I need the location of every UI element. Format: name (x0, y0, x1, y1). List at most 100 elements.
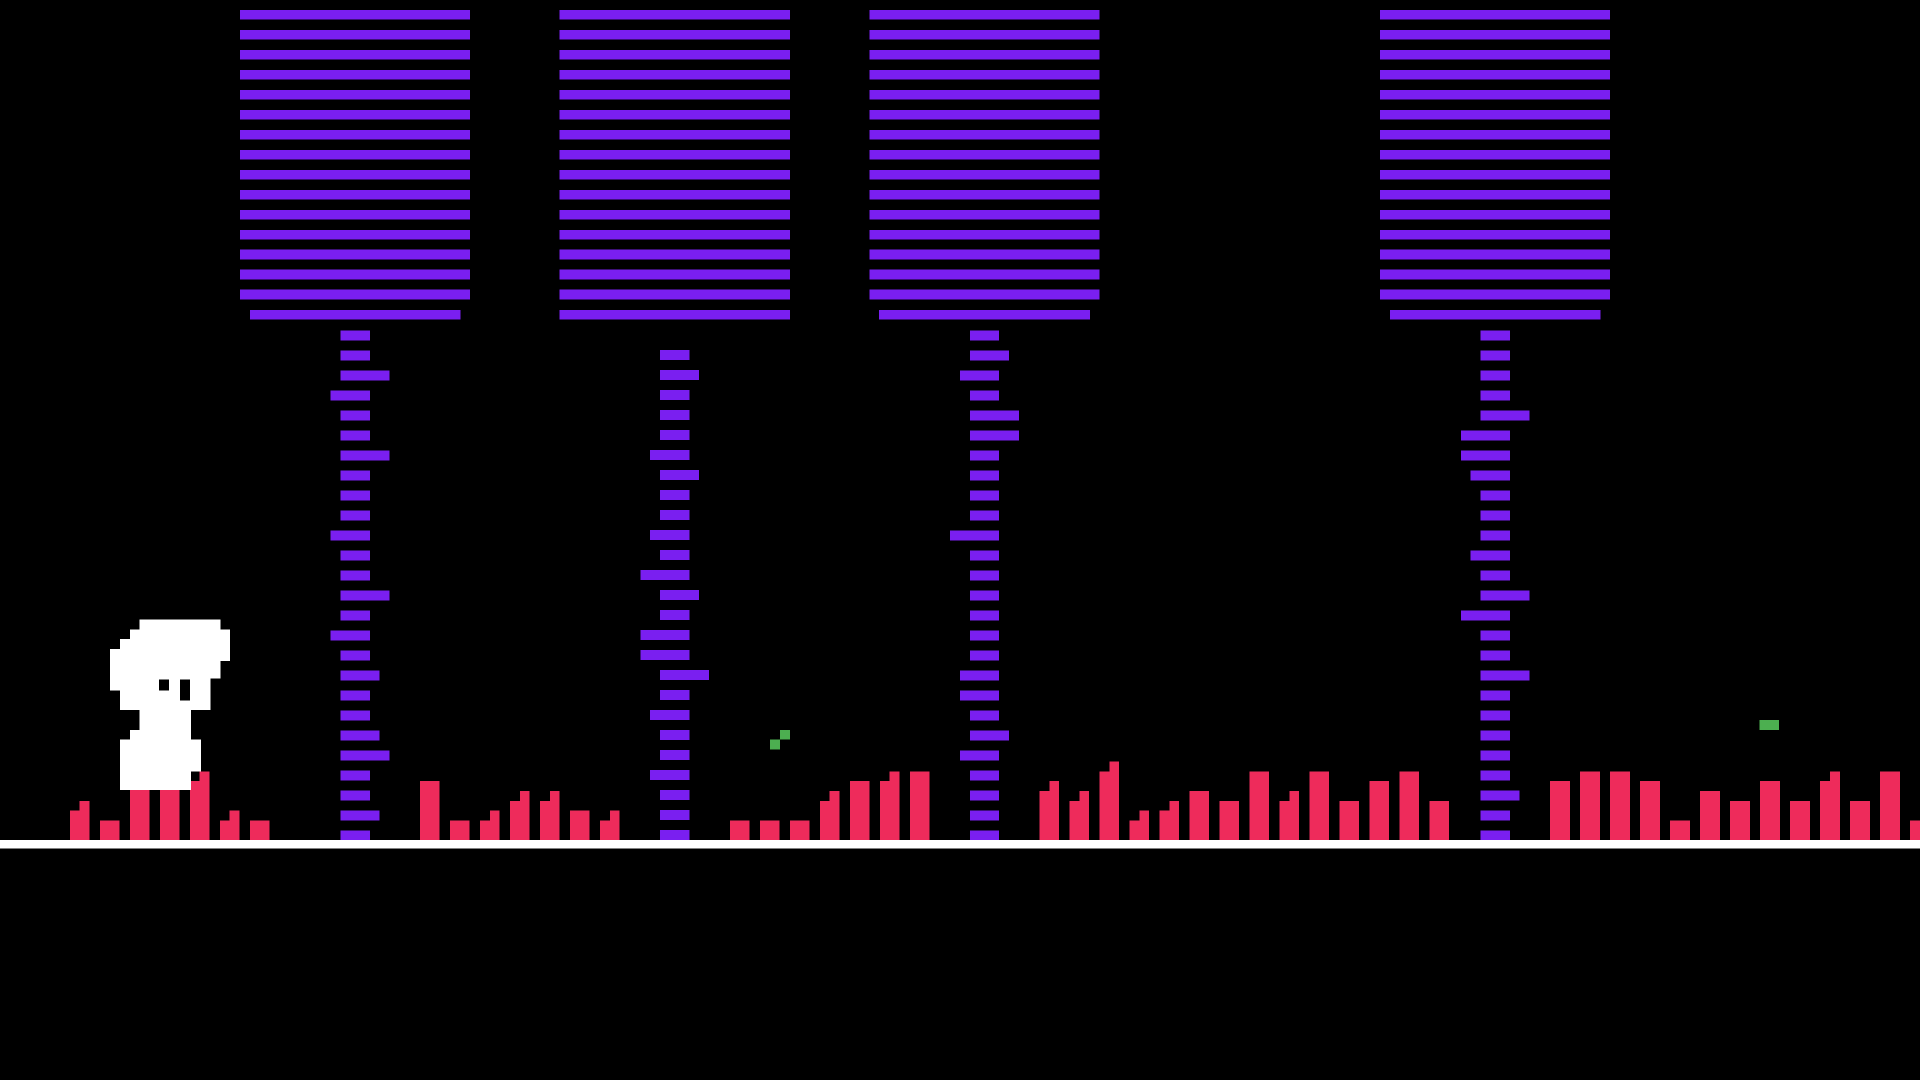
player-eye (159, 679, 169, 691)
trunk-stripe (969, 390, 1000, 401)
canopy-stripe (240, 29, 471, 40)
trees (240, 9, 1611, 841)
trunk-stripe (969, 470, 1000, 481)
trunk-stripe (340, 430, 370, 441)
grass-blade (480, 820, 500, 840)
grass-blade (249, 820, 270, 840)
canopy-stripe (869, 149, 1100, 160)
trunk-stripe (340, 510, 370, 521)
canopy-stripe (1380, 69, 1611, 80)
grass-blade (1760, 781, 1780, 840)
grass-blade (1580, 771, 1600, 840)
grass-blade (1610, 771, 1630, 840)
canopy-stripe (240, 169, 471, 180)
trunk-stripe (330, 530, 370, 541)
trunk-stripe (650, 530, 690, 540)
canopy-stripe (1380, 149, 1611, 160)
canopy-stripe (1380, 269, 1611, 280)
canopy-stripe (240, 129, 471, 140)
grass-blade (1880, 771, 1900, 840)
grass-blade (1279, 800, 1300, 840)
canopy-stripe (869, 229, 1100, 240)
canopy-stripe (240, 289, 471, 300)
grass-blade (759, 820, 780, 840)
canopy-stripe (240, 269, 471, 280)
grass-blade (1219, 800, 1240, 840)
trunk-stripe (1460, 450, 1510, 461)
grass-blade (1129, 820, 1150, 840)
trunk-stripe (969, 350, 1009, 361)
trunk-stripe (660, 810, 690, 820)
grass-blade (789, 820, 810, 840)
canopy-stripe (1380, 129, 1611, 140)
canopy-stripe (1380, 89, 1611, 100)
trunk-stripe (1480, 750, 1510, 761)
grass-blade (1700, 791, 1720, 840)
sparks (770, 720, 1780, 750)
trunk-stripe (969, 650, 1000, 661)
canopy-stripe (559, 229, 790, 240)
trunk-stripe (1480, 330, 1510, 341)
trunk-stripe (340, 330, 370, 341)
trunk-stripe (660, 510, 690, 520)
trunk-stripe (1480, 490, 1510, 501)
spark (1759, 720, 1780, 730)
trunk-stripe (1470, 470, 1510, 481)
canopy-stripe (869, 29, 1100, 40)
trunk-stripe (1480, 570, 1510, 581)
grass-blade (420, 781, 440, 840)
grass-blade (1399, 771, 1420, 840)
canopy-stripe (240, 69, 471, 80)
trunk-stripe (660, 830, 690, 840)
trunk-stripe (640, 570, 690, 580)
grass-blade (1910, 820, 1920, 840)
grass-blade (1850, 800, 1870, 840)
trunk-stripe (340, 370, 390, 381)
trunk-stripe (1480, 650, 1510, 661)
grass-blade (909, 771, 930, 840)
player-part (120, 771, 192, 790)
grass-blade (1249, 771, 1270, 840)
canopy-stripe (559, 109, 790, 120)
trunk-stripe (660, 730, 690, 740)
canopy-stripe (240, 89, 471, 100)
player-part (120, 690, 211, 711)
trunk-stripe (950, 530, 1000, 541)
grass-tip (1289, 791, 1300, 801)
trunk-stripe (340, 770, 370, 781)
trunk-stripe (330, 630, 370, 641)
canopy-stripe (559, 149, 790, 160)
grass-tip (1079, 791, 1090, 801)
canopy-stripe (559, 249, 790, 260)
grass-tip (549, 791, 560, 801)
trunk-stripe (340, 670, 380, 681)
player-part (139, 710, 192, 730)
trunk-stripe (1480, 390, 1510, 401)
grass-blade (1550, 781, 1570, 840)
canopy-stripe (240, 209, 471, 220)
trunk-stripe (660, 610, 690, 620)
canopy-stripe (240, 229, 471, 240)
grass-blade (1730, 800, 1750, 840)
trunk-stripe (340, 550, 370, 561)
trunk-stripe (660, 370, 700, 380)
trunk-stripe (960, 690, 1000, 701)
canopy-stripe (559, 129, 790, 140)
spark (780, 729, 790, 740)
canopy-stripe (869, 69, 1100, 80)
canopy-stripe (240, 189, 471, 200)
trunk-stripe (1480, 770, 1510, 781)
canopy-stripe (559, 209, 790, 220)
trunk-stripe (969, 810, 1000, 821)
trunk-stripe (1480, 630, 1510, 641)
grass-tip (1109, 761, 1120, 772)
canopy-stripe (559, 49, 790, 60)
trunk-stripe (640, 650, 690, 660)
trunk-stripe (650, 450, 690, 460)
grass-blade (1339, 800, 1360, 840)
canopy-stripe (869, 109, 1100, 120)
canopy-stripe (1380, 209, 1611, 220)
grass-tip (229, 810, 240, 821)
grass-tip (489, 810, 500, 821)
